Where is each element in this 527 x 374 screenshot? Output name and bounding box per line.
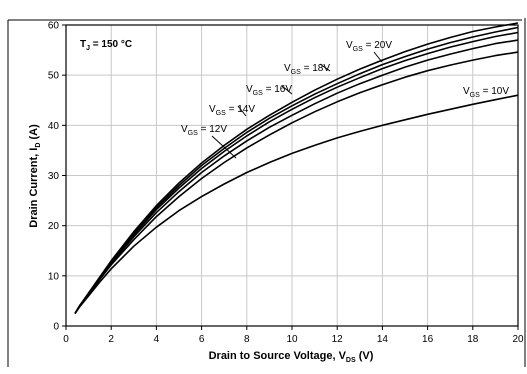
x-tick-label-16: 16 — [422, 334, 434, 345]
series-label-vgs-10v: VGS = 10V — [463, 86, 509, 99]
x-tick-label-10: 10 — [286, 334, 298, 345]
leader-line-vgs-20v — [373, 51, 383, 63]
y-tick-label-0: 0 — [53, 322, 59, 333]
series-label-vgs-18v: VGS = 18V — [284, 63, 330, 76]
leader-line-vgs-16v — [281, 85, 293, 95]
x-tick-label-18: 18 — [467, 334, 479, 345]
y-tick-label-10: 10 — [48, 271, 60, 282]
x-tick-label-12: 12 — [332, 334, 344, 345]
x-tick-label-2: 2 — [108, 334, 114, 345]
leader-line-vgs-18v — [319, 63, 331, 72]
x-tick-label-4: 4 — [154, 334, 160, 345]
x-tick-label-14: 14 — [377, 334, 389, 345]
y-tick-label-30: 30 — [48, 171, 60, 182]
series-label-layer: VGS = 20V VGS = 18V VGS = 16V VGS = 14V VGS … — [181, 40, 509, 137]
curve-vgs-12v — [74, 51, 519, 314]
grid-layer — [66, 25, 518, 326]
leader-line-vgs-12v — [211, 135, 237, 159]
y-tick-label-50: 50 — [48, 71, 60, 82]
series-label-vgs-16v: VGS = 16V — [246, 84, 292, 97]
series-label-vgs-12v: VGS = 12V — [181, 124, 227, 137]
series-label-vgs-20v: VGS = 20V — [346, 40, 392, 53]
curve-vgs-14v — [74, 39, 519, 314]
axis-layer: 0 2 4 6 8 10 12 14 16 18 20 0 10 20 30 40 50 60 — [7, 18, 526, 367]
x-axis-title: Drain to Source Voltage, VDS (V) — [209, 350, 374, 364]
leader-line-vgs-14v — [237, 105, 247, 117]
series-label-vgs-14v: VGS = 14V — [209, 104, 255, 117]
curve-vgs-10v — [74, 94, 519, 314]
x-tick-label-0: 0 — [63, 334, 69, 345]
y-tick-label-20: 20 — [48, 221, 60, 232]
leader-layer — [211, 51, 383, 159]
temperature-annotation: TJ = 150 °C — [80, 39, 132, 52]
series-layer — [74, 22, 519, 314]
x-tick-label-6: 6 — [199, 334, 205, 345]
x-tick-label-8: 8 — [244, 334, 250, 345]
y-axis-title: Drain Current, ID (A) — [28, 124, 42, 228]
y-tick-label-60: 60 — [48, 21, 60, 32]
x-tick-label-20: 20 — [512, 334, 524, 345]
y-tick-label-40: 40 — [48, 121, 60, 132]
